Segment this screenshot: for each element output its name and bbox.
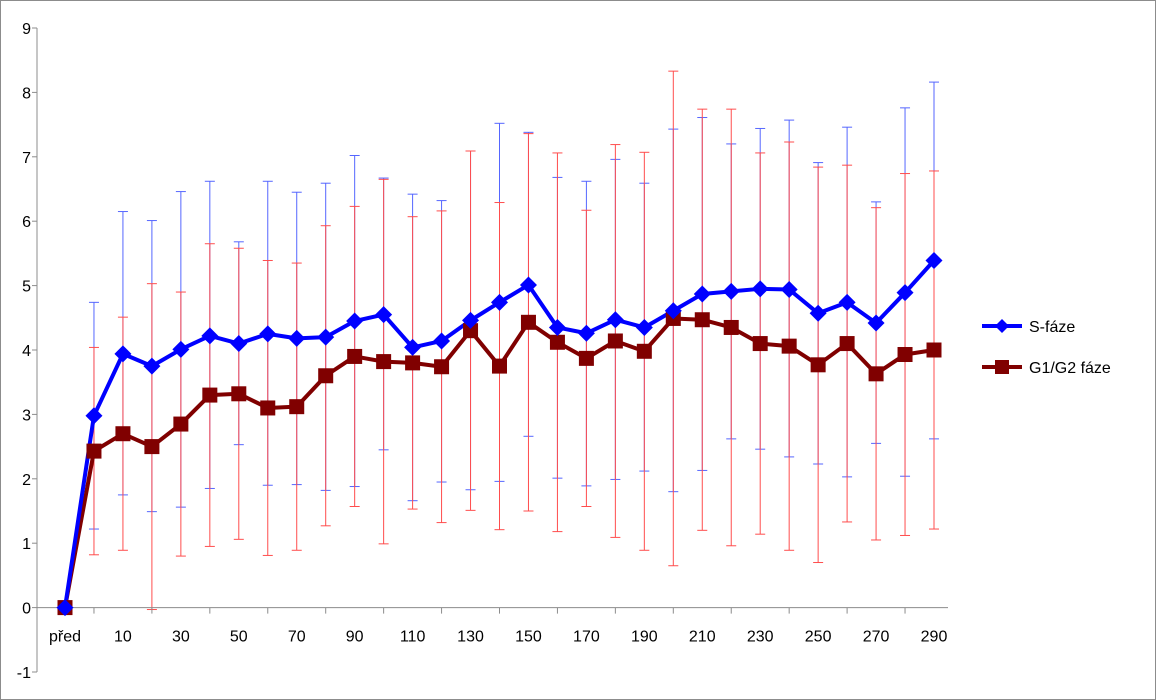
x-tick-label: 270 xyxy=(863,629,890,646)
s-phase-point xyxy=(606,311,624,329)
y-tick-label: 1 xyxy=(22,536,31,553)
s-phase-point xyxy=(664,302,682,320)
g1g2-phase-point xyxy=(231,386,247,402)
g1g2-phase-point xyxy=(781,338,797,354)
g1g2-phase-point xyxy=(839,336,855,352)
g1g2-phase-point xyxy=(694,312,710,328)
s-phase-point xyxy=(693,285,711,303)
g1g2-phase-point xyxy=(376,354,392,370)
x-tick-label: 190 xyxy=(631,629,658,646)
y-tick-label: 3 xyxy=(22,407,31,424)
s-phase-point xyxy=(404,338,422,356)
s-phase-point xyxy=(896,284,914,302)
g1g2-phase-point xyxy=(492,358,507,374)
y-tick-label: 2 xyxy=(22,472,31,489)
g1g2-phase-point xyxy=(897,347,913,363)
g1g2-phase-point xyxy=(723,319,739,335)
s-phase-point xyxy=(172,340,190,358)
x-tick-label: 210 xyxy=(689,629,716,646)
s-phase-point xyxy=(143,357,161,375)
g1g2-phase-point xyxy=(115,426,131,442)
x-tick-label: před xyxy=(49,629,81,646)
axes: -1 0 1 2 3 4 5 6 7 8 9 před 10 30 50 70 90 110 130 150 170 19… xyxy=(17,21,948,682)
g1g2-phase-point xyxy=(260,400,276,416)
y-tick-label: 6 xyxy=(22,214,31,231)
y-tick-label: 9 xyxy=(22,21,31,38)
g1g2-phase-point xyxy=(318,368,334,384)
g1g2-phase-point xyxy=(636,343,652,359)
s-phase-point xyxy=(56,599,74,617)
legend-label-g1g2-phase: G1/G2 fáze xyxy=(1029,360,1111,377)
g1g2-phase-error-bars xyxy=(88,70,939,611)
s-phase-point xyxy=(230,335,248,353)
g1g2-phase-point xyxy=(405,355,421,371)
g1g2-phase-point xyxy=(810,357,826,373)
y-tick-label: 0 xyxy=(22,601,31,618)
y-tick-label: 4 xyxy=(22,343,31,360)
x-tick-label: 130 xyxy=(457,629,484,646)
s-phase-point xyxy=(838,293,856,311)
s-phase-point xyxy=(491,293,508,311)
x-tick-label: 10 xyxy=(114,629,132,646)
s-phase-point xyxy=(317,328,335,346)
y-tick-label: 7 xyxy=(22,150,31,167)
g1g2-phase-point xyxy=(752,336,768,352)
legend-label-s-phase: S-fáze xyxy=(1029,319,1075,336)
g1g2-phase-point xyxy=(868,366,884,382)
s-phase-point xyxy=(780,280,798,298)
s-phase-point xyxy=(635,318,653,336)
x-tick-label: 230 xyxy=(747,629,774,646)
s-phase-point xyxy=(114,345,132,363)
y-tick-label: -1 xyxy=(17,665,31,682)
s-phase-point xyxy=(577,324,595,342)
g1g2-phase-point xyxy=(347,348,363,364)
g1g2-phase-point xyxy=(549,334,565,350)
s-phase-point xyxy=(201,327,219,345)
g1g2-phase-point xyxy=(86,443,102,459)
x-tick-label: 250 xyxy=(805,629,832,646)
s-phase-point xyxy=(925,251,943,269)
s-phase-point xyxy=(462,311,480,329)
g1g2-phase-point xyxy=(202,387,218,403)
g1g2-phase-point xyxy=(578,350,594,366)
x-tick-label: 150 xyxy=(515,629,542,646)
g1g2-phase-point xyxy=(173,416,189,432)
legend-marker-s-phase xyxy=(995,319,1009,333)
x-tick-label: 170 xyxy=(573,629,600,646)
s-phase-point xyxy=(722,282,740,300)
s-phase-point xyxy=(548,318,566,336)
g1g2-phase-point xyxy=(926,342,942,358)
g1g2-phase-point xyxy=(144,439,160,455)
g1g2-phase-point xyxy=(607,333,623,349)
s-phase-point xyxy=(375,306,393,324)
legend: S-fáze G1/G2 fáze xyxy=(982,319,1111,377)
s-phase-point xyxy=(519,276,537,294)
y-tick-label: 8 xyxy=(22,85,31,102)
x-tick-label: 70 xyxy=(288,629,306,646)
x-tick-label: 290 xyxy=(921,629,948,646)
s-phase-point xyxy=(809,304,827,322)
x-tick-label: 30 xyxy=(172,629,190,646)
g1g2-phase-point xyxy=(520,314,536,330)
s-phase-point xyxy=(288,329,306,347)
g1g2-phase-point xyxy=(434,359,450,375)
g1g2-phase-point xyxy=(289,399,305,415)
g1g2-phase-point xyxy=(463,323,479,339)
legend-marker-g1g2-phase xyxy=(995,360,1009,374)
s-phase-point xyxy=(346,312,364,330)
s-phase-point xyxy=(259,325,277,343)
s-phase-point xyxy=(433,332,451,350)
x-tick-label: 50 xyxy=(230,629,248,646)
series-markers xyxy=(56,251,943,617)
s-phase-point xyxy=(85,407,103,425)
y-tick-label: 5 xyxy=(22,279,31,296)
s-phase-point xyxy=(867,314,885,332)
x-tick-label: 110 xyxy=(400,629,426,646)
s-phase-point xyxy=(751,280,769,298)
x-tick-label: 90 xyxy=(346,629,364,646)
